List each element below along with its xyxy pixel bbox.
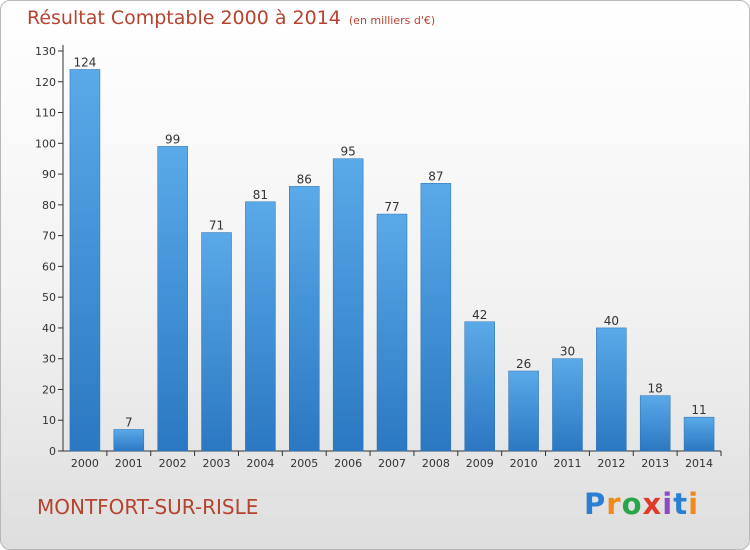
- bar-value-label: 7: [125, 415, 133, 429]
- bar: [552, 358, 583, 452]
- logo-letter: i: [688, 487, 700, 521]
- x-tick-label: 2014: [685, 457, 713, 470]
- y-tick-label: 100: [35, 137, 56, 150]
- y-tick-label: 10: [42, 414, 56, 427]
- bar-value-label: 99: [165, 132, 180, 146]
- chart-subtitle: (en milliers d'€): [348, 14, 436, 27]
- bar: [245, 201, 276, 452]
- x-tick-label: 2005: [290, 457, 318, 470]
- bar: [113, 429, 145, 452]
- bar: [508, 370, 539, 452]
- bar: [69, 69, 101, 452]
- x-tick-label: 2009: [466, 457, 494, 470]
- bar: [420, 183, 452, 452]
- x-axis: 2000 2001 2002 2003 2004 2005 2006 2007 2008 2009…: [63, 450, 722, 470]
- bar-value-label: 26: [516, 357, 531, 371]
- bar-value-label: 77: [384, 200, 399, 214]
- logo-letter: r: [606, 487, 622, 521]
- y-tick-label: 110: [35, 107, 56, 120]
- logo-letter: i: [662, 487, 674, 521]
- y-tick-label: 40: [42, 322, 56, 335]
- bar-value-label: 42: [472, 308, 487, 322]
- x-tick-label: 2013: [641, 457, 669, 470]
- x-tick-label: 2012: [597, 457, 625, 470]
- y-tick-label: 130: [35, 45, 56, 58]
- x-tick-label: 2003: [203, 457, 231, 470]
- logo-letter: t: [673, 487, 689, 521]
- bar: [683, 416, 715, 452]
- proxiti-logo: Proxiti: [584, 487, 699, 521]
- y-tick-label: 80: [42, 199, 56, 212]
- bar: [332, 158, 364, 452]
- chart-title-text: Résultat Comptable 2000 à 2014: [27, 7, 341, 29]
- bar: [376, 213, 408, 452]
- bar: [289, 186, 320, 452]
- bar-value-label: 30: [560, 345, 575, 359]
- y-tick-label: 30: [42, 353, 56, 366]
- y-axis: 0 10 20 30 40 50 60 70 80 90 100 110 120 130: [35, 45, 64, 458]
- bar-value-label: 87: [428, 169, 443, 183]
- bar-value-label: 86: [297, 172, 312, 186]
- y-tick-label: 70: [42, 230, 56, 243]
- x-tick-label: 2000: [71, 457, 99, 470]
- y-tick-label: 60: [42, 260, 56, 273]
- x-tick-label: 2011: [553, 457, 581, 470]
- y-tick-label: 0: [49, 445, 56, 458]
- y-tick-label: 50: [42, 291, 56, 304]
- bar-value-label: 95: [340, 145, 355, 159]
- bar-value-label: 40: [604, 314, 619, 328]
- x-tick-label: 2004: [246, 457, 274, 470]
- bar-value-label: 124: [73, 55, 96, 69]
- location-name: MONTFORT-SUR-RISLE: [37, 495, 259, 519]
- x-tick-label: 2002: [159, 457, 187, 470]
- bar: [464, 321, 495, 452]
- data-labels: 124 7 99 71 81 86 95 77 87 42 26 30 40 18 11: [73, 55, 706, 429]
- bar: [201, 232, 232, 452]
- x-tick-label: 2010: [510, 457, 538, 470]
- bar-value-label: 11: [691, 403, 706, 417]
- bar: [157, 146, 188, 452]
- bar: [639, 395, 671, 452]
- bar-value-label: 71: [209, 219, 224, 233]
- x-tick-label: 2001: [115, 457, 143, 470]
- logo-letter: o: [621, 487, 643, 521]
- logo-letter: x: [642, 487, 663, 521]
- chart-title: Résultat Comptable 2000 à 2014 (en millie…: [27, 7, 435, 29]
- bar: [596, 327, 627, 452]
- x-tick-label: 2006: [334, 457, 362, 470]
- bars: [69, 69, 715, 452]
- y-tick-label: 90: [42, 168, 56, 181]
- x-tick-label: 2007: [378, 457, 406, 470]
- logo-letter: P: [584, 487, 607, 521]
- bar-value-label: 81: [253, 188, 268, 202]
- y-tick-label: 120: [35, 76, 56, 89]
- x-tick-label: 2008: [422, 457, 450, 470]
- bar-value-label: 18: [648, 382, 663, 396]
- y-tick-label: 20: [42, 383, 56, 396]
